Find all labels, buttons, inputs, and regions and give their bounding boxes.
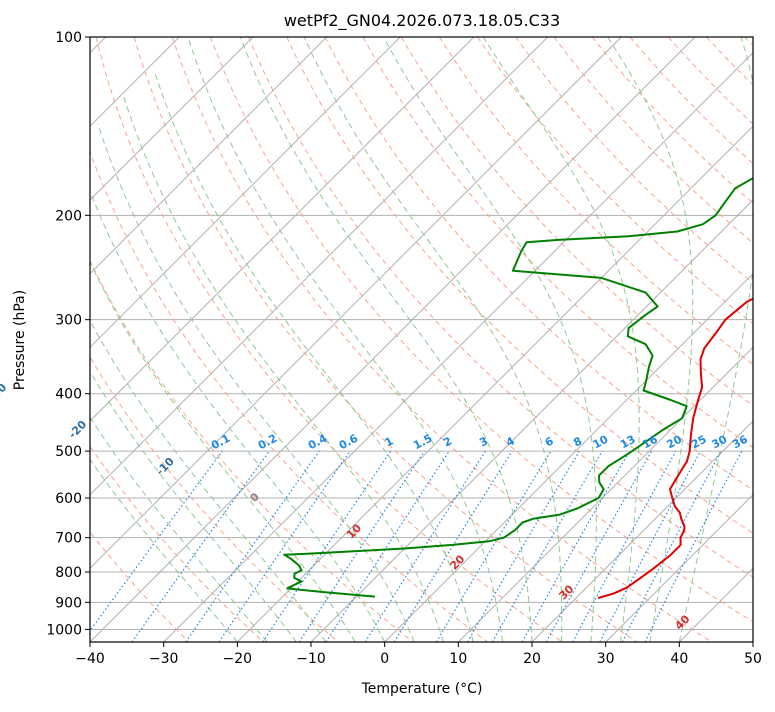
y-tick-label: 500 bbox=[55, 444, 82, 460]
y-axis-label: Pressure (hPa) bbox=[12, 290, 28, 390]
isotherm-line bbox=[753, 37, 775, 642]
x-tick-label: −10 bbox=[296, 651, 326, 667]
x-tick-label: −20 bbox=[223, 651, 253, 667]
x-tick-label: −40 bbox=[75, 651, 105, 667]
x-tick-label: 40 bbox=[670, 651, 688, 667]
x-tick-label: 30 bbox=[597, 651, 615, 667]
chart-title: wetPf2_GN04.2026.073.18.05.C33 bbox=[284, 11, 560, 31]
y-tick-label: 200 bbox=[55, 208, 82, 224]
x-tick-label: 20 bbox=[523, 651, 541, 667]
y-tick-label: 400 bbox=[55, 387, 82, 403]
y-tick-label: 800 bbox=[55, 565, 82, 581]
y-tick-label: 900 bbox=[55, 595, 82, 611]
y-tick-label: 100 bbox=[55, 30, 82, 46]
x-tick-label: 0 bbox=[380, 651, 389, 667]
x-tick-label: −30 bbox=[149, 651, 179, 667]
x-axis-label: Temperature (°C) bbox=[361, 681, 483, 697]
x-tick-label: 10 bbox=[449, 651, 467, 667]
y-tick-label: 300 bbox=[55, 313, 82, 329]
plot-background bbox=[90, 37, 753, 642]
dry-adiabat-label: -20 bbox=[66, 418, 89, 441]
dry-adiabat-label: -30 bbox=[0, 381, 10, 404]
y-tick-label: 1000 bbox=[46, 622, 82, 638]
y-tick-label: 700 bbox=[55, 531, 82, 547]
x-tick-label: 50 bbox=[744, 651, 762, 667]
y-tick-label: 600 bbox=[55, 491, 82, 507]
